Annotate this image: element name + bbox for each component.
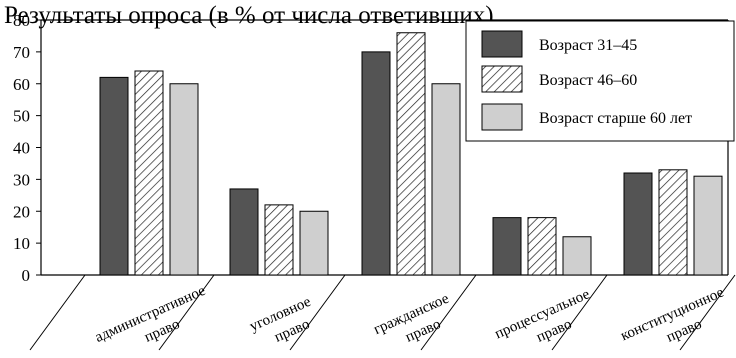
bar (492, 217, 522, 276)
bar (134, 70, 164, 276)
legend-label: Возраст 31–45 (539, 37, 637, 54)
bar (623, 172, 653, 276)
bar (527, 217, 557, 276)
bar (264, 204, 294, 276)
y-tick-label: 0 (22, 266, 31, 285)
category-separator (289, 274, 346, 351)
y-tick-label: 70 (13, 43, 30, 62)
bar (693, 175, 723, 276)
y-tick-label: 10 (13, 234, 30, 253)
y-tick-label: 40 (13, 139, 30, 158)
bar (99, 76, 129, 276)
bar (361, 51, 391, 276)
bar (658, 169, 688, 276)
category-separator (679, 274, 736, 351)
legend-swatch (481, 103, 523, 131)
legend-swatch (481, 30, 523, 58)
bar (396, 32, 426, 276)
bar (431, 83, 461, 276)
bar (299, 210, 329, 276)
y-tick-label: 30 (13, 170, 30, 189)
legend-label: Возраст старше 60 лет (539, 110, 692, 127)
legend: Возраст 31–45 Возраст 46–60 Возраст старше… (465, 20, 735, 142)
bar (169, 83, 199, 276)
legend-label: Возраст 46–60 (539, 72, 637, 89)
category-separator (158, 274, 215, 351)
legend-swatch (481, 65, 523, 93)
y-tick-label: 50 (13, 107, 30, 126)
bar (229, 188, 259, 276)
category-separator (420, 274, 477, 351)
category-separator (29, 274, 86, 351)
chart-title: Результаты опроса (в % от числа ответивш… (4, 2, 494, 29)
y-tick-label: 60 (13, 75, 30, 94)
bar (562, 236, 592, 276)
category-separator (551, 274, 608, 351)
y-tick-label: 80 (13, 11, 30, 30)
y-tick-label: 20 (13, 202, 30, 221)
